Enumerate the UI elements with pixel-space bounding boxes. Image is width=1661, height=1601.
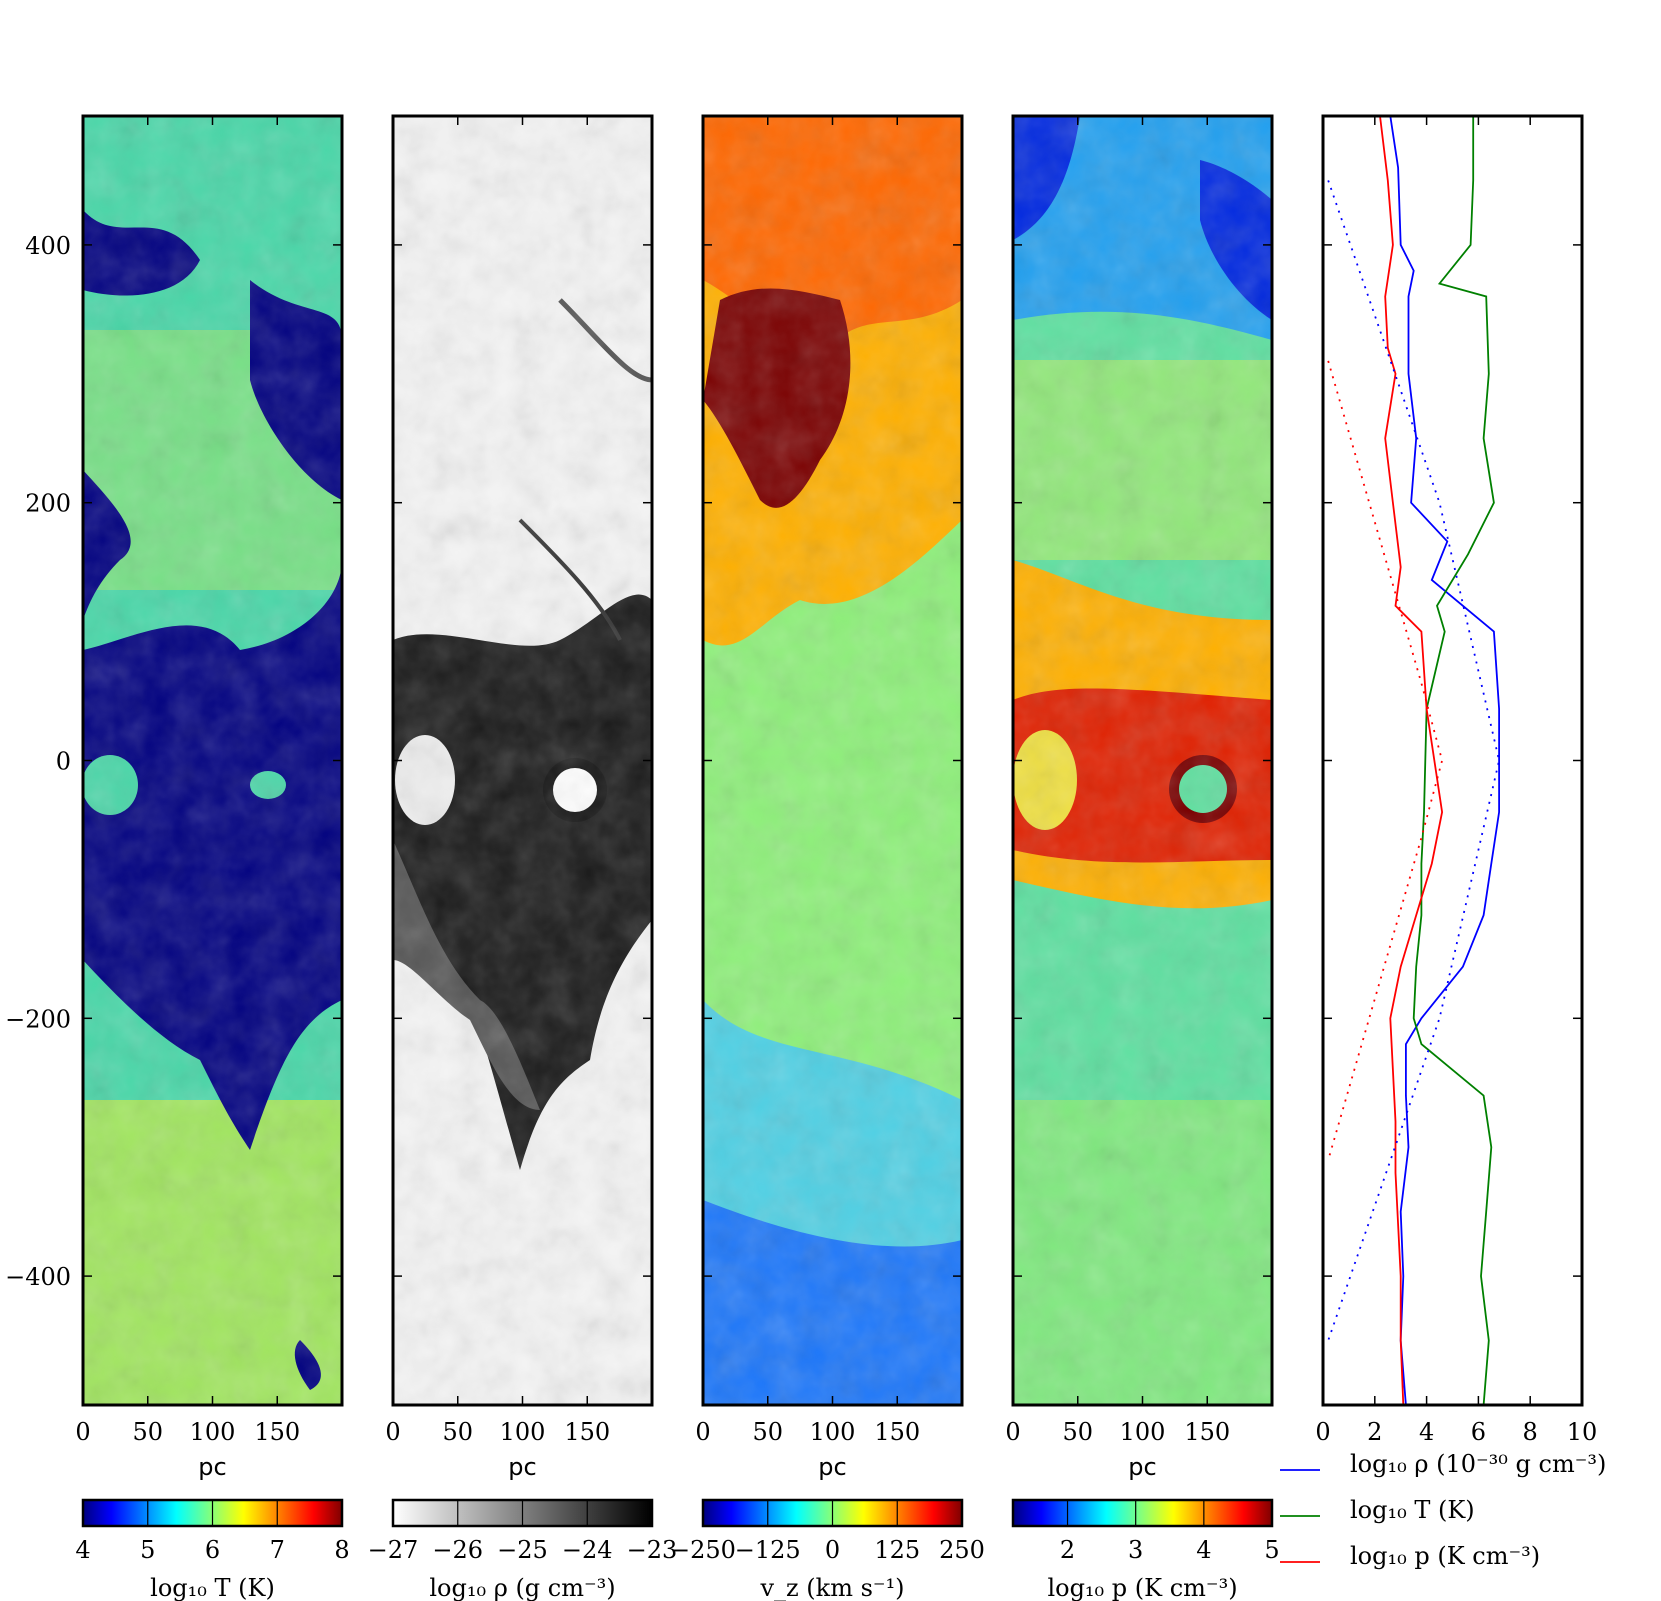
colorbar-tick-label: 2 (1060, 1536, 1075, 1564)
x-tick-label: 0 (695, 1418, 710, 1446)
x-tick-label: 50 (442, 1418, 473, 1446)
y-tick-label: −200 (5, 1005, 71, 1033)
colorbar-tick-label: 5 (140, 1536, 155, 1564)
x-tick-label: 150 (874, 1418, 920, 1446)
colorbar-tick-label: 7 (270, 1536, 285, 1564)
x-axis-label: pc (818, 1453, 846, 1481)
x-axis-label: pc (1128, 1453, 1156, 1481)
colorbar-tick-label: 4 (75, 1536, 90, 1564)
colorbars: 4 5 6 7 8 log₁₀ T (K) −27 −26 −25 −24 −23 log₁₀ ρ (… (75, 1498, 1280, 1601)
colorbar-tick-label: −23 (627, 1536, 678, 1564)
colorbar-tick-label: 125 (874, 1536, 920, 1564)
temperature-map (83, 116, 342, 1405)
colorbar-tick-label: −25 (497, 1536, 548, 1564)
density-map (393, 116, 652, 1405)
y-tick-label: 200 (25, 490, 71, 518)
colorbar-tick-label: −24 (562, 1536, 613, 1564)
colorbar-label: log₁₀ T (K) (150, 1574, 275, 1601)
colorbar-tick-label: 3 (1128, 1536, 1143, 1564)
x-tick-label: 150 (1184, 1418, 1230, 1446)
x-tick-label: 150 (254, 1418, 300, 1446)
x-tick-label: 0 (1005, 1418, 1020, 1446)
x-tick-label: 0 (385, 1418, 400, 1446)
colorbar-label: log₁₀ p (K cm⁻³) (1047, 1574, 1237, 1601)
colorbar-label: log₁₀ ρ (g cm⁻³) (429, 1574, 615, 1601)
profile-series-line (1379, 116, 1444, 1405)
x-tick-label: 100 (810, 1418, 856, 1446)
x-tick-label: 0 (1315, 1418, 1330, 1446)
x-tick-label: 8 (1523, 1418, 1538, 1446)
colorbar-tick-label: −250 (670, 1536, 736, 1564)
x-tick-label: 50 (752, 1418, 783, 1446)
legend: log₁₀ ρ (10⁻³⁰ g cm⁻³) log₁₀ T (K) log₁₀ p… (1280, 1450, 1606, 1570)
x-axis-label: pc (508, 1453, 536, 1481)
colorbar-tick-label: −26 (432, 1536, 483, 1564)
legend-label: log₁₀ ρ (10⁻³⁰ g cm⁻³) (1350, 1450, 1606, 1478)
y-axis: −400 −200 0 200 400 (5, 232, 1582, 1291)
x-tick-label: 150 (564, 1418, 610, 1446)
y-tick-label: 400 (25, 232, 71, 260)
density-texture (393, 116, 652, 1405)
y-tick-label: −400 (5, 1263, 71, 1291)
profile-series-line (1412, 116, 1495, 1405)
x-tick-label: 100 (500, 1418, 546, 1446)
velocity-map (703, 116, 962, 1405)
colorbar-tick-label: 5 (1264, 1536, 1279, 1564)
pressure-texture (1013, 116, 1272, 1405)
colorbar-tick-label: −27 (368, 1536, 419, 1564)
x-tick-label: 6 (1471, 1418, 1486, 1446)
legend-label: log₁₀ T (K) (1350, 1496, 1475, 1524)
x-tick-label: 0 (75, 1418, 90, 1446)
x-tick-label: 50 (132, 1418, 163, 1446)
profile-series-line (1389, 116, 1500, 1405)
colorbar-tick-label: 0 (825, 1536, 840, 1564)
profile-plot-area (1323, 116, 1582, 1405)
velocity-texture (703, 116, 962, 1405)
y-tick-label: 0 (56, 748, 71, 776)
profile-series-group (1327, 116, 1501, 1405)
colorbar-gradient (1013, 1500, 1272, 1526)
legend-label: log₁₀ p (K cm⁻³) (1350, 1542, 1540, 1570)
colorbar-tick-label: 6 (205, 1536, 220, 1564)
colorbar-tick-label: −125 (735, 1536, 801, 1564)
x-tick-label: 50 (1062, 1418, 1093, 1446)
colorbar-tick-label: 250 (939, 1536, 985, 1564)
x-tick-label: 2 (1367, 1418, 1382, 1446)
temperature-texture (83, 116, 342, 1405)
profile-plot (1323, 116, 1582, 1405)
x-axis-label: pc (198, 1453, 226, 1481)
x-tick-label: 100 (190, 1418, 236, 1446)
x-tick-label: 100 (1120, 1418, 1166, 1446)
colorbar-tick-label: 8 (334, 1536, 349, 1564)
colorbar-label: v_z (km s⁻¹) (759, 1574, 904, 1601)
colorbar-tick-label: 4 (1196, 1536, 1211, 1564)
x-tick-label: 4 (1419, 1418, 1434, 1446)
x-tick-label: 10 (1567, 1418, 1598, 1446)
pressure-map (1013, 116, 1272, 1405)
